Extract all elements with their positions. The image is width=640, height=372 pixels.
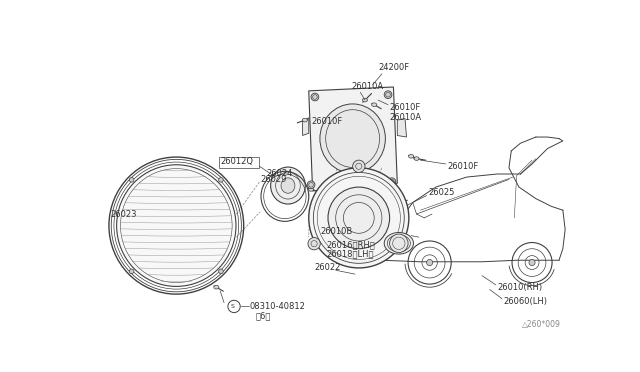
Polygon shape <box>308 187 314 191</box>
Polygon shape <box>214 285 219 289</box>
Text: 26010A: 26010A <box>390 113 422 122</box>
Ellipse shape <box>116 165 236 286</box>
Circle shape <box>397 238 410 250</box>
Text: 26012Q: 26012Q <box>220 157 253 166</box>
Text: 26024: 26024 <box>266 170 292 179</box>
Text: 26010A: 26010A <box>351 83 383 92</box>
Text: 26060(LH): 26060(LH) <box>504 296 548 305</box>
Polygon shape <box>409 154 414 158</box>
Text: 26010F: 26010F <box>447 162 479 171</box>
Ellipse shape <box>384 232 413 254</box>
Circle shape <box>129 269 134 274</box>
Ellipse shape <box>271 167 305 204</box>
Circle shape <box>307 181 315 189</box>
Text: 26022: 26022 <box>314 263 340 272</box>
Circle shape <box>353 160 365 173</box>
Ellipse shape <box>281 178 295 193</box>
Polygon shape <box>303 118 308 135</box>
Text: （6）: （6） <box>255 311 271 320</box>
Circle shape <box>129 177 134 182</box>
Polygon shape <box>397 119 406 137</box>
Circle shape <box>390 234 408 253</box>
Text: 26018（LH）: 26018（LH） <box>326 250 374 259</box>
Circle shape <box>219 269 223 274</box>
Circle shape <box>388 178 396 186</box>
Text: 26010B: 26010B <box>320 227 353 236</box>
Circle shape <box>308 238 320 250</box>
Text: 26010(RH): 26010(RH) <box>497 283 543 292</box>
Polygon shape <box>308 87 397 191</box>
Text: 08310-40812: 08310-40812 <box>250 302 305 311</box>
Text: 26023: 26023 <box>111 209 138 218</box>
Polygon shape <box>414 157 419 160</box>
Polygon shape <box>330 189 349 199</box>
Text: 26025: 26025 <box>428 188 454 197</box>
Circle shape <box>219 177 223 182</box>
Polygon shape <box>362 98 367 102</box>
Polygon shape <box>372 103 377 106</box>
Text: S: S <box>230 304 234 309</box>
Circle shape <box>384 91 392 99</box>
Text: 24200F: 24200F <box>378 63 409 72</box>
Polygon shape <box>303 118 308 122</box>
Circle shape <box>427 260 433 266</box>
Circle shape <box>529 260 535 266</box>
Text: 26016（RH）: 26016（RH） <box>326 240 375 249</box>
Text: 26010F: 26010F <box>311 117 342 126</box>
Circle shape <box>311 93 319 101</box>
Bar <box>220 157 259 168</box>
Ellipse shape <box>308 168 409 268</box>
Ellipse shape <box>328 187 390 249</box>
Text: 26029: 26029 <box>260 175 287 184</box>
Text: △260*009: △260*009 <box>522 320 561 330</box>
Polygon shape <box>396 202 401 205</box>
Text: 26010F: 26010F <box>390 103 421 112</box>
Ellipse shape <box>320 104 385 173</box>
